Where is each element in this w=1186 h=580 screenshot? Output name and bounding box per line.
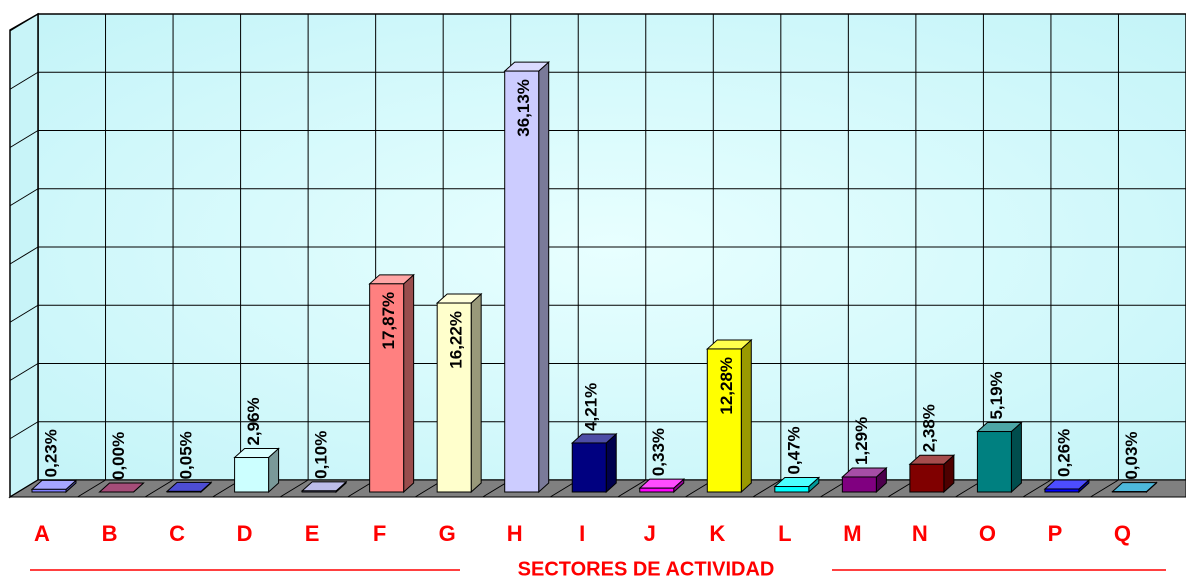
bar (504, 70, 540, 493)
bar-side (538, 60, 550, 494)
bar (436, 302, 472, 493)
bar (909, 463, 945, 493)
bar (31, 488, 67, 493)
bar-side (470, 292, 482, 494)
side-grid-line (9, 363, 39, 381)
value-label: 0,03% (1122, 431, 1141, 479)
bar (234, 457, 270, 493)
value-label: 0,23% (41, 429, 60, 477)
floor-line (752, 479, 782, 498)
bar (166, 490, 202, 493)
x-tick-label: B (102, 521, 118, 546)
x-tick-label: H (507, 521, 523, 546)
value-label: 0,00% (109, 432, 128, 480)
value-label: 12,28% (717, 357, 736, 415)
value-label: 36,13% (514, 79, 533, 137)
value-label: 0,47% (784, 426, 803, 474)
floor-line (279, 479, 309, 498)
side-grid-line (9, 304, 39, 323)
value-label: 2,38% (919, 404, 938, 452)
bar-side (605, 432, 617, 494)
value-label: 0,05% (177, 431, 196, 479)
x-tick-label: O (979, 521, 996, 546)
x-tick-label: L (778, 521, 791, 546)
x-tick-label: D (237, 521, 253, 546)
bar (571, 442, 607, 493)
side-grid-line (9, 13, 39, 32)
floor-line (617, 479, 647, 498)
x-tick-label: F (373, 521, 386, 546)
value-label: 0,10% (312, 431, 331, 479)
bar-side (1010, 421, 1022, 494)
x-tick-label: C (169, 521, 185, 546)
x-tick-label: Q (1114, 521, 1131, 546)
x-tick-label: I (579, 521, 585, 546)
value-label: 5,19% (987, 371, 1006, 419)
bar (639, 487, 675, 493)
side-grid-line (9, 71, 39, 90)
floor-line (1022, 479, 1052, 498)
side-grid-line (9, 188, 39, 207)
x-tick-label: G (439, 521, 456, 546)
x-tick-label: M (843, 521, 861, 546)
bar (301, 490, 337, 493)
side-grid-line (9, 479, 39, 498)
value-label: 0,33% (649, 428, 668, 476)
x-tick-label: K (709, 521, 725, 546)
side-grid-line (9, 246, 39, 265)
value-label: 1,29% (852, 417, 871, 465)
side-grid-line (9, 421, 39, 440)
value-label: 16,22% (447, 311, 466, 369)
x-tick-label: N (912, 521, 928, 546)
bar (841, 476, 877, 493)
floor-line (144, 479, 174, 498)
floor-line (77, 479, 106, 498)
value-label: 17,87% (379, 292, 398, 350)
x-tick-label: J (644, 521, 656, 546)
bar (1044, 488, 1080, 493)
floor-line (1090, 479, 1119, 498)
bar-side (403, 273, 415, 494)
bar-top (98, 482, 145, 493)
bar (774, 486, 810, 493)
value-label: 2,96% (244, 397, 263, 445)
x-tick-label: E (305, 521, 320, 546)
bar (369, 283, 405, 493)
x-tick-label: P (1048, 521, 1063, 546)
value-label: 4,21% (582, 383, 601, 431)
side-grid-line (9, 130, 39, 148)
bar-side (740, 338, 752, 494)
bar (706, 348, 742, 493)
value-label: 0,26% (1054, 429, 1073, 477)
x-axis-title: SECTORES DE ACTIVIDAD (518, 558, 775, 580)
x-tick-label: A (34, 521, 50, 546)
bar (976, 431, 1012, 493)
